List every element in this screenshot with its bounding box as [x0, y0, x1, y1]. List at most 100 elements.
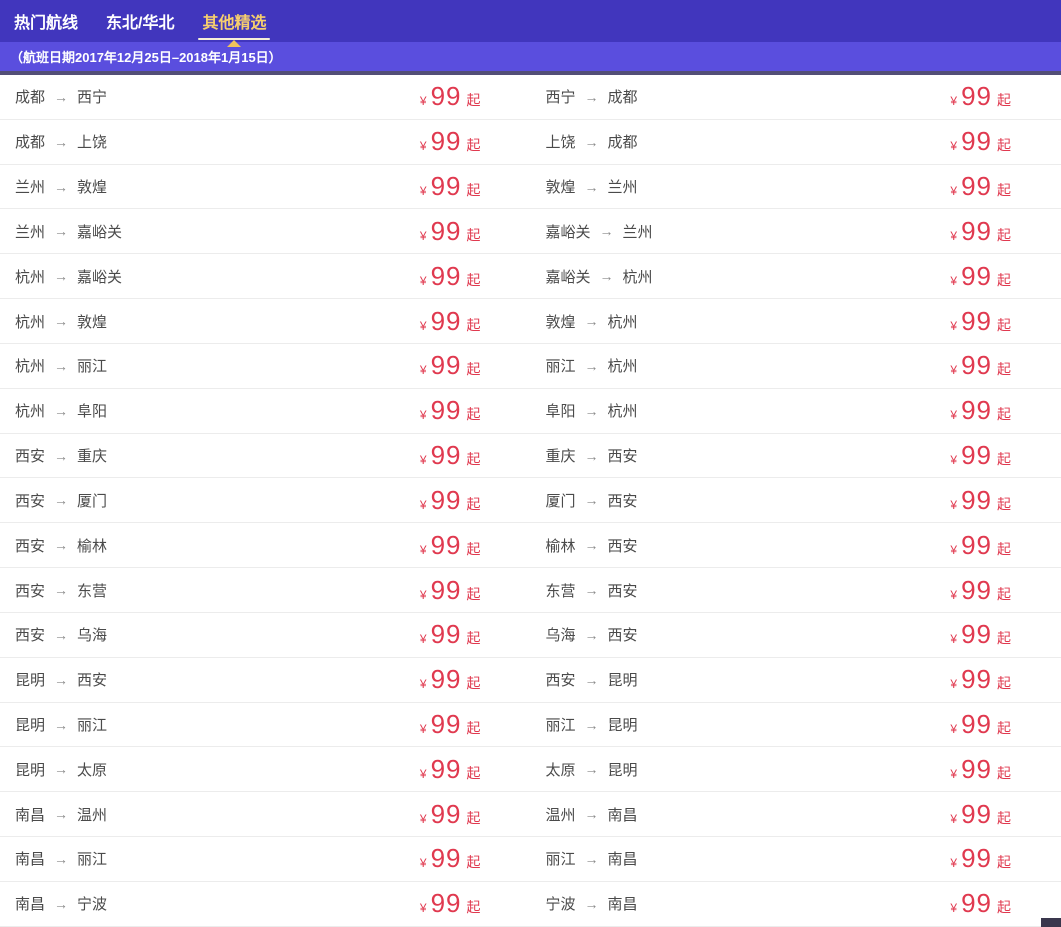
route-cell-outbound[interactable]: 南昌 → 宁波 ¥ 99 起	[0, 882, 531, 926]
route-cell-return[interactable]: 丽江 → 南昌 ¥ 99 起	[531, 837, 1061, 881]
route-row: 昆明 → 太原 ¥ 99 起 太原 → 昆明 ¥ 99 起	[0, 747, 1061, 793]
arrow-right-icon: →	[54, 223, 69, 240]
price: ¥ 99 起	[950, 709, 1011, 740]
price-suffix: 起	[997, 406, 1011, 423]
route-cell-outbound[interactable]: 昆明 → 太原 ¥ 99 起	[0, 747, 531, 791]
route-cell-outbound[interactable]: 成都 → 西宁 ¥ 99 起	[0, 75, 531, 119]
price-suffix: 起	[466, 451, 481, 468]
origin-city: 西安	[15, 537, 46, 555]
price: ¥ 99 起	[420, 843, 481, 874]
price-suffix: 起	[466, 675, 481, 692]
price-amount: 99	[961, 305, 992, 336]
route-cell-return[interactable]: 太原 → 昆明 ¥ 99 起	[531, 747, 1061, 791]
price-currency: ¥	[419, 318, 427, 333]
origin-city: 阜阳	[545, 403, 576, 421]
price-amount: 99	[430, 529, 462, 560]
price: ¥ 99 起	[950, 843, 1011, 874]
route-cell-return[interactable]: 敦煌 → 杭州 ¥ 99 起	[531, 299, 1061, 343]
route-cell-outbound[interactable]: 杭州 → 丽江 ¥ 99 起	[0, 344, 531, 388]
route-cell-return[interactable]: 厦门 → 西安 ¥ 99 起	[531, 478, 1061, 522]
route-cell-outbound[interactable]: 西安 → 厦门 ¥ 99 起	[0, 478, 531, 522]
route-cell-outbound[interactable]: 杭州 → 敦煌 ¥ 99 起	[0, 299, 531, 343]
route-row: 杭州 → 敦煌 ¥ 99 起 敦煌 → 杭州 ¥ 99 起	[0, 299, 1061, 344]
destination-city: 嘉峪关	[77, 223, 123, 241]
route-cell-return[interactable]: 丽江 → 杭州 ¥ 99 起	[531, 344, 1061, 388]
destination-city: 丽江	[77, 717, 108, 734]
destination-city: 西安	[607, 448, 638, 466]
arrow-right-icon: →	[54, 850, 69, 867]
arrow-right-icon: →	[54, 402, 69, 419]
tab-northeast-north[interactable]: 东北/华北	[106, 0, 174, 42]
price-currency: ¥	[419, 453, 427, 468]
origin-city: 敦煌	[545, 313, 576, 331]
price-amount: 99	[961, 395, 992, 426]
price: ¥ 99 起	[420, 709, 481, 740]
price-currency: ¥	[950, 632, 958, 647]
route-cell-outbound[interactable]: 昆明 → 西安 ¥ 99 起	[0, 658, 531, 702]
route-cell-outbound[interactable]: 杭州 → 阜阳 ¥ 99 起	[0, 389, 531, 433]
route-cell-outbound[interactable]: 西安 → 东营 ¥ 99 起	[0, 568, 531, 612]
destination-city: 西安	[607, 537, 638, 555]
route: 乌海 → 西安	[546, 624, 638, 645]
destination-city: 兰州	[622, 223, 653, 241]
origin-city: 昆明	[15, 672, 46, 690]
origin-city: 南昌	[15, 806, 46, 824]
route-cell-outbound[interactable]: 西安 → 重庆 ¥ 99 起	[0, 434, 531, 478]
route: 温州 → 南昌	[546, 804, 638, 825]
price-amount: 99	[430, 709, 462, 739]
route: 昆明 → 太原	[15, 759, 107, 780]
price: ¥ 99 起	[950, 619, 1011, 650]
price-suffix: 起	[466, 540, 481, 557]
route-cell-return[interactable]: 西宁 → 成都 ¥ 99 起	[531, 75, 1061, 119]
route-cell-return[interactable]: 宁波 → 南昌 ¥ 99 起	[531, 882, 1061, 926]
tab-hot-routes[interactable]: 热门航线	[14, 0, 78, 42]
price: ¥ 99 起	[420, 350, 481, 381]
route-cell-return[interactable]: 东营 → 西安 ¥ 99 起	[531, 568, 1061, 612]
route-cell-return[interactable]: 阜阳 → 杭州 ¥ 99 起	[531, 389, 1061, 433]
origin-city: 乌海	[545, 627, 576, 645]
route-cell-return[interactable]: 重庆 → 西安 ¥ 99 起	[531, 434, 1061, 478]
origin-city: 嘉峪关	[545, 268, 591, 286]
price: ¥ 99 起	[950, 81, 1011, 112]
route-cell-return[interactable]: 丽江 → 昆明 ¥ 99 起	[531, 703, 1061, 747]
flight-date-range: （航班日期2017年12月25日–2018年1月15日）	[10, 50, 282, 65]
destination-city: 西安	[77, 672, 108, 690]
arrow-right-icon: →	[54, 761, 69, 778]
arrow-right-icon: →	[54, 357, 69, 374]
price-currency: ¥	[950, 542, 958, 557]
route-cell-return[interactable]: 敦煌 → 兰州 ¥ 99 起	[531, 165, 1061, 209]
origin-city: 丽江	[545, 851, 576, 869]
route-cell-outbound[interactable]: 西安 → 乌海 ¥ 99 起	[0, 613, 531, 657]
route-row: 杭州 → 丽江 ¥ 99 起 丽江 → 杭州 ¥ 99 起	[0, 343, 1061, 389]
route-row: 南昌 → 丽江 ¥ 99 起 丽江 → 南昌 ¥ 99 起	[0, 837, 1061, 882]
route-cell-return[interactable]: 嘉峪关 → 杭州 ¥ 99 起	[531, 254, 1061, 298]
route-cell-return[interactable]: 西安 → 昆明 ¥ 99 起	[531, 658, 1061, 702]
route-cell-outbound[interactable]: 西安 → 榆林 ¥ 99 起	[0, 523, 531, 567]
route-cell-return[interactable]: 乌海 → 西安 ¥ 99 起	[531, 613, 1061, 657]
route: 东营 → 西安	[546, 580, 638, 601]
origin-city: 上饶	[545, 134, 576, 152]
route-cell-return[interactable]: 嘉峪关 → 兰州 ¥ 99 起	[531, 209, 1061, 253]
route-cell-outbound[interactable]: 南昌 → 丽江 ¥ 99 起	[0, 837, 531, 881]
arrow-right-icon: →	[584, 313, 599, 330]
route: 西安 → 东营	[15, 580, 107, 601]
route-cell-outbound[interactable]: 兰州 → 嘉峪关 ¥ 99 起	[0, 209, 531, 253]
route-cell-outbound[interactable]: 南昌 → 温州 ¥ 99 起	[0, 792, 531, 836]
route-cell-return[interactable]: 上饶 → 成都 ¥ 99 起	[531, 120, 1061, 164]
route-cell-outbound[interactable]: 昆明 → 丽江 ¥ 99 起	[0, 703, 531, 747]
price-amount: 99	[430, 753, 462, 784]
route-row: 西安 → 乌海 ¥ 99 起 乌海 → 西安 ¥ 99 起	[0, 612, 1061, 658]
price-currency: ¥	[950, 811, 958, 826]
route-cell-outbound[interactable]: 杭州 → 嘉峪关 ¥ 99 起	[0, 254, 531, 298]
destination-city: 温州	[77, 806, 108, 824]
route-cell-outbound[interactable]: 兰州 → 敦煌 ¥ 99 起	[0, 165, 531, 209]
route-cell-return[interactable]: 榆林 → 西安 ¥ 99 起	[531, 523, 1061, 567]
route-cell-return[interactable]: 温州 → 南昌 ¥ 99 起	[531, 792, 1061, 836]
tab-label: 热门航线	[14, 15, 79, 32]
price: ¥ 99 起	[950, 261, 1011, 292]
price: ¥ 99 起	[950, 754, 1011, 785]
route-cell-outbound[interactable]: 成都 → 上饶 ¥ 99 起	[0, 120, 531, 164]
destination-city: 榆林	[77, 537, 108, 555]
tab-other-picks[interactable]: 其他精选	[198, 0, 271, 47]
price-suffix: 起	[997, 361, 1011, 378]
